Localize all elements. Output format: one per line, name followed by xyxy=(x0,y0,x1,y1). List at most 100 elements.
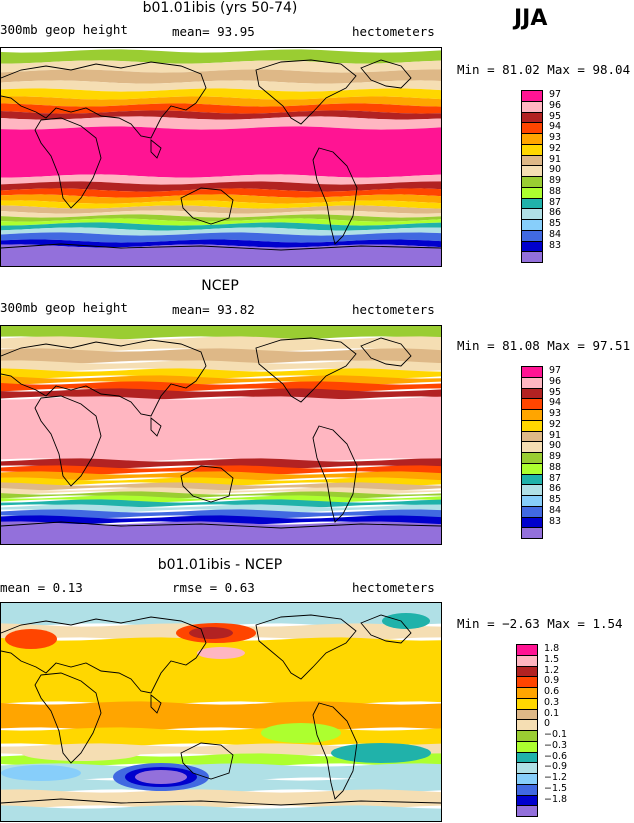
contour-band xyxy=(1,465,441,475)
colorbar-label: 87 xyxy=(549,472,562,484)
anomaly-region xyxy=(189,627,233,639)
coastline xyxy=(34,395,102,487)
colorbar-label: 88 xyxy=(549,185,562,197)
colorbar-label: 0.3 xyxy=(544,696,560,708)
contour-band xyxy=(1,60,441,73)
colorbar: 97 96 95 94 93 92 91 90 89 88 87 86 85 84 83 xyxy=(521,365,601,539)
colorbar-label: 0 xyxy=(544,718,551,730)
minmax-readout: Min = 81.08 Max = 97.51 xyxy=(457,338,631,353)
contour-band xyxy=(1,326,441,340)
colorbar-label: 88 xyxy=(549,461,562,473)
contour-band xyxy=(1,116,441,130)
colorbar-label: 0.9 xyxy=(544,675,560,687)
map-svg xyxy=(1,48,441,266)
coastline xyxy=(1,798,441,806)
colorbar-label: 89 xyxy=(549,175,562,186)
left-label: 300mb geop height xyxy=(0,300,128,315)
coastline xyxy=(255,337,357,403)
coastline xyxy=(312,425,358,523)
contour-band xyxy=(1,521,441,544)
colorbar-label: 85 xyxy=(549,494,562,505)
center-label: mean= 93.95 xyxy=(172,24,255,39)
anomaly-region xyxy=(5,629,57,649)
contour-band xyxy=(1,336,441,352)
panel-title: b01.01ibis - NCEP xyxy=(157,557,283,573)
colorbar-label: 84 xyxy=(549,504,562,516)
colorbar-label: 94 xyxy=(549,397,562,409)
colorbar-label: −0.9 xyxy=(544,761,568,773)
minmax-readout: Min = −2.63 Max = 1.54 xyxy=(457,616,623,631)
contour-band xyxy=(1,174,441,185)
season-label: JJA xyxy=(514,6,548,31)
coastline xyxy=(1,243,441,251)
colorbar: 97 96 95 94 93 92 91 90 89 88 87 86 85 84 83 xyxy=(521,89,601,263)
coastline xyxy=(360,614,412,644)
colorbar-label: 0.1 xyxy=(544,707,560,719)
colorbar-label: 1.5 xyxy=(544,653,560,665)
coastline xyxy=(150,139,162,159)
colorbar-label: 0.6 xyxy=(544,686,560,697)
colorbar-label: 92 xyxy=(549,142,562,154)
contour-band xyxy=(1,701,441,731)
anomaly-region xyxy=(382,613,430,629)
coastline xyxy=(312,702,358,800)
anomaly-region xyxy=(331,743,431,763)
contour-band xyxy=(1,789,441,809)
contour-band xyxy=(1,227,441,236)
colorbar-label: 94 xyxy=(549,121,562,133)
coastline xyxy=(1,616,207,694)
contour-band xyxy=(1,239,441,248)
coastline xyxy=(180,187,234,225)
coastline xyxy=(1,339,207,417)
contour-band xyxy=(1,232,441,243)
colorbar-label: −1.2 xyxy=(544,772,568,783)
colorbar: 1.8 1.5 1.2 0.9 0.6 0.3 0.1 0 −0.1 −0.3 −0.6 −0.9 −1… xyxy=(516,643,596,817)
contour-band xyxy=(1,458,441,469)
contour-band xyxy=(1,360,441,372)
contour-band xyxy=(1,348,441,364)
colorbar-label: 95 xyxy=(549,386,562,398)
colorbar-label: 91 xyxy=(549,153,562,165)
contour-map xyxy=(0,602,442,822)
coastline xyxy=(360,337,412,367)
colorbar-label: 90 xyxy=(549,164,562,176)
contour-band xyxy=(1,200,441,209)
contour-band xyxy=(1,214,441,222)
colorbar-swatch xyxy=(521,527,543,539)
colorbar-label: 90 xyxy=(549,440,562,452)
colorbar-label: 97 xyxy=(549,89,562,100)
contour-band xyxy=(1,88,441,100)
colorbar-label: −1.8 xyxy=(544,793,568,805)
contour-band xyxy=(1,126,441,178)
contour-band xyxy=(1,504,441,513)
coastline xyxy=(255,59,357,125)
contour-band xyxy=(1,181,441,192)
coastline xyxy=(150,694,162,714)
contour-band xyxy=(1,244,441,266)
anomaly-region xyxy=(197,647,245,659)
coastline xyxy=(34,117,102,209)
colorbar-label: 86 xyxy=(549,207,562,219)
coastline xyxy=(1,61,207,139)
contour-map xyxy=(0,47,442,267)
colorbar-label: 89 xyxy=(549,451,562,462)
coastline xyxy=(1,521,441,529)
left-label: 300mb geop height xyxy=(0,22,128,37)
colorbar-label: 86 xyxy=(549,483,562,495)
colorbar-label: 96 xyxy=(549,99,562,111)
contour-band xyxy=(1,110,441,120)
contour-band xyxy=(1,471,441,481)
colorbar-label: 91 xyxy=(549,429,562,441)
contour-band xyxy=(1,69,441,84)
colorbar-label: 84 xyxy=(549,228,562,240)
panel-title: NCEP xyxy=(201,278,239,294)
contour-band xyxy=(1,218,441,226)
colorbar-swatch xyxy=(521,251,543,263)
colorbar-label: −1.5 xyxy=(544,782,568,794)
contour-band xyxy=(1,515,441,525)
coastline xyxy=(360,59,412,89)
right-label: hectometers xyxy=(352,302,435,317)
colorbar-label: −0.1 xyxy=(544,729,568,740)
colorbar-label: 97 xyxy=(549,365,562,376)
contour-band xyxy=(1,188,441,198)
